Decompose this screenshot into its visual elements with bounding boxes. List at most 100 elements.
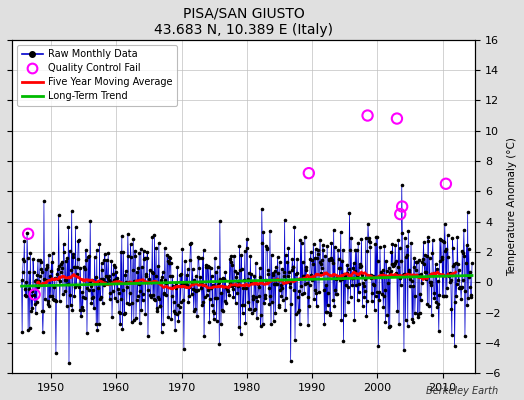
- Point: [150, 232, 159, 238]
- Point: [368, 290, 377, 297]
- Point: [139, 248, 148, 254]
- Point: [436, 257, 445, 264]
- Point: [350, 316, 358, 323]
- Point: [130, 248, 139, 254]
- Point: [107, 258, 116, 264]
- Point: [393, 308, 401, 314]
- Point: [442, 246, 451, 252]
- Point: [21, 292, 29, 298]
- Point: [156, 303, 165, 309]
- Point: [132, 315, 140, 321]
- Point: [159, 321, 167, 327]
- Point: [245, 306, 254, 312]
- Point: [81, 295, 90, 301]
- Point: [443, 285, 451, 292]
- Point: [376, 268, 385, 275]
- Point: [182, 272, 191, 278]
- Point: [314, 251, 323, 258]
- Point: [279, 272, 288, 279]
- Point: [425, 255, 434, 261]
- Point: [65, 360, 73, 367]
- Point: [123, 284, 132, 290]
- Point: [280, 268, 288, 275]
- Point: [319, 241, 327, 248]
- Point: [392, 272, 401, 278]
- Point: [237, 252, 245, 258]
- Point: [38, 308, 47, 314]
- Point: [64, 281, 72, 287]
- Point: [25, 269, 34, 275]
- Point: [147, 279, 156, 285]
- Point: [409, 319, 418, 326]
- Point: [318, 264, 326, 271]
- Point: [84, 286, 93, 293]
- Point: [375, 297, 384, 304]
- Point: [357, 263, 365, 269]
- Point: [297, 240, 305, 246]
- Point: [37, 266, 46, 272]
- Point: [189, 286, 198, 292]
- Point: [138, 264, 146, 270]
- Point: [446, 277, 455, 283]
- Point: [449, 245, 457, 251]
- Point: [281, 252, 290, 259]
- Point: [207, 285, 215, 292]
- Point: [287, 300, 296, 307]
- Point: [149, 270, 158, 276]
- Point: [79, 306, 87, 313]
- Point: [333, 291, 341, 298]
- Point: [380, 286, 389, 293]
- Point: [348, 275, 357, 282]
- Point: [38, 268, 46, 275]
- Point: [92, 274, 100, 280]
- Point: [170, 308, 178, 315]
- Point: [278, 266, 286, 272]
- Point: [377, 271, 386, 277]
- Point: [255, 292, 263, 299]
- Point: [345, 210, 354, 216]
- Point: [144, 287, 152, 294]
- Point: [454, 261, 462, 267]
- Point: [241, 320, 249, 326]
- Point: [386, 323, 394, 330]
- Point: [223, 285, 232, 291]
- Point: [286, 280, 294, 287]
- Point: [157, 329, 166, 336]
- Point: [402, 254, 410, 260]
- Point: [212, 318, 221, 324]
- Point: [246, 306, 254, 312]
- Point: [29, 256, 37, 263]
- Point: [400, 271, 409, 278]
- Point: [155, 240, 163, 246]
- Point: [430, 295, 439, 302]
- Point: [32, 277, 40, 283]
- Point: [196, 285, 205, 291]
- Point: [25, 286, 33, 292]
- Point: [167, 316, 176, 322]
- Point: [405, 267, 413, 274]
- Point: [126, 290, 134, 296]
- Point: [178, 246, 187, 252]
- Point: [307, 272, 315, 278]
- Point: [446, 269, 454, 276]
- Point: [20, 286, 29, 292]
- Point: [286, 284, 294, 290]
- Point: [161, 277, 170, 283]
- Point: [165, 260, 173, 266]
- Point: [215, 341, 224, 348]
- Point: [425, 303, 433, 309]
- Point: [87, 299, 95, 306]
- Point: [225, 292, 233, 298]
- Point: [46, 273, 54, 279]
- Point: [108, 288, 117, 294]
- Point: [315, 288, 323, 295]
- Point: [268, 270, 277, 276]
- Point: [177, 298, 185, 305]
- Point: [310, 296, 318, 302]
- Point: [162, 292, 171, 298]
- Point: [318, 257, 326, 264]
- Point: [236, 267, 244, 273]
- Point: [275, 302, 283, 308]
- Point: [194, 254, 202, 260]
- Point: [73, 255, 82, 262]
